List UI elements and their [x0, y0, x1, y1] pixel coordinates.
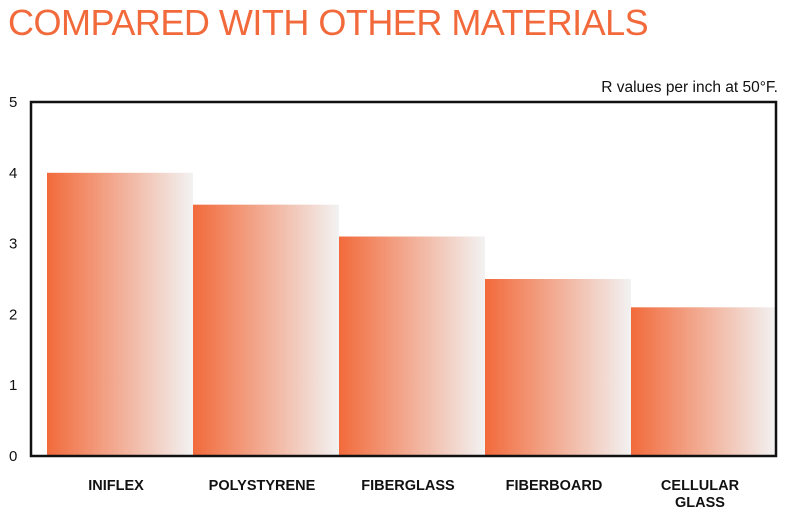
y-tick-label: 0: [9, 448, 17, 465]
x-category-label: INIFLEX: [88, 478, 144, 494]
y-tick-label: 4: [9, 165, 17, 182]
plot-area-frame: [29, 100, 778, 458]
bar-fiberboard: [485, 279, 631, 456]
x-category-label: CELLULAR GLASS: [661, 478, 740, 511]
bar-iniflex: [47, 172, 193, 457]
bar-fiberglass: [339, 236, 485, 456]
x-category-label: FIBERGLASS: [361, 478, 455, 494]
chart-title: COMPARED WITH OTHER MATERIALS: [8, 2, 649, 43]
x-category-label: FIBERBOARD: [506, 478, 603, 494]
y-tick-label: 2: [9, 306, 17, 323]
y-tick-label: 1: [9, 377, 17, 394]
bar-cellular-glass: [631, 307, 776, 456]
bar-polystyrene: [193, 204, 339, 456]
x-category-label: POLYSTYRENE: [209, 478, 316, 494]
y-tick-label: 5: [9, 94, 17, 111]
chart-subtitle: R values per inch at 50°F.: [601, 79, 778, 96]
y-tick-label: 3: [9, 236, 17, 253]
